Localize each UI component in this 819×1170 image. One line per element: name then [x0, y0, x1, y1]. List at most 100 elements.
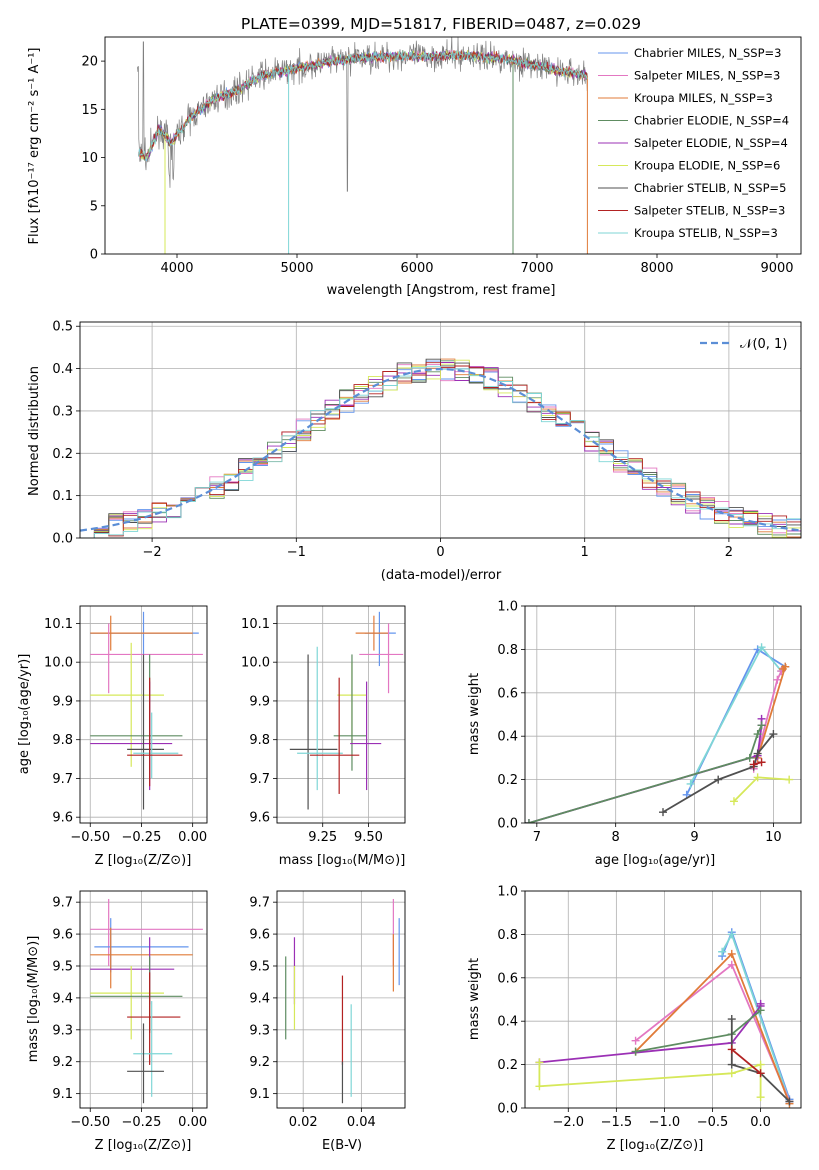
- mass-weight-marker: [757, 643, 766, 652]
- x-tick-label: −0.25: [122, 830, 162, 845]
- error-bar-point: [289, 654, 338, 810]
- age-vs-z-ylabel: age [log₁₀(age/yr)]: [17, 654, 32, 775]
- y-tick-label: 0.2: [497, 1058, 518, 1073]
- age-vs-mass-panel: mass [log₁₀(M/M⊙)] 9.25 9.50 9.6 9.7 9.8 9.9 1…: [241, 605, 406, 868]
- mass-vs-z-ylabel: mass [log₁₀(M/M⊙)]: [26, 936, 41, 1063]
- mass-weight-marker: [718, 947, 727, 956]
- massweight_vs_age-plot-area: [525, 606, 801, 823]
- massweight-vs-age-xlabel: age [log₁₀(age/yr)]: [595, 853, 716, 868]
- y-tick-label: 15: [81, 103, 98, 118]
- y-tick-label: 0.2: [52, 447, 73, 462]
- x-tick-label: 0.00: [178, 830, 207, 845]
- mass-vs-ebv-panel: E(B-V) 0.02 0.04 9.1 9.2 9.3 9.4 9.5 9.6 9.7: [249, 890, 406, 1153]
- mass-vs-ebv-xlabel: E(B-V): [322, 1138, 362, 1153]
- mass-weight-marker: [714, 775, 723, 784]
- y-tick-label: 9.9: [249, 694, 270, 709]
- x-tick-label: −0.5: [697, 1115, 729, 1130]
- legend-entry: 𝒩(0, 1): [740, 337, 787, 352]
- error-bar-point: [350, 681, 382, 791]
- mass-weight-marker: [729, 797, 738, 806]
- mass-weight-line: [662, 733, 775, 813]
- x-tick-label: −0.25: [122, 1115, 162, 1130]
- mass-weight-marker: [535, 1058, 544, 1067]
- error-bar-point: [90, 965, 164, 1040]
- y-tick-label: 0.0: [497, 1102, 518, 1117]
- legend-entry: Chabrier STELIB, N_SSP=5: [634, 181, 786, 195]
- mass-weight-marker: [686, 779, 695, 788]
- mass-weight-line: [528, 718, 763, 823]
- y-tick-label: 9.8: [249, 733, 270, 748]
- x-tick-label: 7000: [520, 261, 553, 276]
- y-tick-label: 0: [90, 248, 98, 263]
- y-tick-label: 10.1: [44, 617, 73, 632]
- mass-weight-marker: [756, 1069, 765, 1078]
- massweight-vs-z-ylabel: mass weight: [467, 958, 482, 1040]
- age-vs-mass-xlabel: mass [log₁₀(M/M⊙)]: [279, 853, 406, 868]
- age_vs_Z-plot-area: [80, 606, 207, 823]
- axes-frame: [79, 605, 208, 824]
- massweight_vs_Z-plot-area: [525, 891, 801, 1108]
- y-tick-label: 9.2: [249, 1055, 270, 1070]
- residual-xlabel: (data-model)/error: [381, 568, 502, 583]
- x-tick-label: −2: [143, 545, 162, 560]
- y-tick-label: 0.8: [497, 928, 518, 943]
- error-bar-point: [90, 956, 183, 1034]
- mass-weight-marker: [757, 758, 766, 767]
- y-tick-label: 0.0: [497, 817, 518, 832]
- residual-ylabel: Normed distribution: [27, 366, 42, 496]
- mass-vs-z-xlabel: Z [log₁₀(Z/Z⊙)]: [95, 1138, 192, 1153]
- mass-weight-marker: [727, 1069, 736, 1078]
- mass-weight-marker: [756, 1093, 765, 1102]
- error-bar-point: [90, 898, 203, 966]
- mass-weight-marker: [785, 775, 794, 784]
- x-tick-label: 0.02: [289, 1115, 318, 1130]
- age-vs-z-panel: Z [log₁₀(Z/Z⊙)] age [log₁₀(age/yr)] −0.5…: [17, 605, 208, 868]
- x-tick-label: 0.00: [178, 1115, 207, 1130]
- x-tick-label: 10: [765, 830, 782, 845]
- x-tick-label: 1: [581, 545, 589, 560]
- axes-frame: [104, 36, 802, 255]
- massweight-vs-age-ylabel: mass weight: [467, 673, 482, 755]
- error-bar-point: [297, 646, 343, 791]
- x-tick-label: 6000: [400, 261, 433, 276]
- mass-weight-marker: [753, 773, 762, 782]
- axes-frame: [524, 890, 802, 1109]
- x-tick-label: 9.50: [354, 830, 383, 845]
- mass-weight-marker: [727, 949, 736, 958]
- mass-vs-z-panel: Z [log₁₀(Z/Z⊙)] mass [log₁₀(M/M⊙)] −0.50…: [26, 890, 208, 1153]
- spectrum-ylabel: Flux [fλ10⁻¹⁷ erg cm⁻² s⁻¹ A⁻¹]: [27, 48, 42, 245]
- error-bar-point: [127, 1023, 164, 1104]
- y-tick-label: 0.6: [497, 971, 518, 986]
- legend-entry: Chabrier ELODIE, N_SSP=4: [634, 114, 789, 128]
- error-bar-point: [364, 611, 396, 667]
- y-tick-label: 9.1: [249, 1087, 270, 1102]
- y-tick-label: 9.6: [52, 928, 73, 943]
- x-tick-label: −1.0: [649, 1115, 681, 1130]
- residual-panel: (data-model)/error Normed distribution −…: [27, 320, 802, 583]
- y-tick-label: 0.5: [52, 320, 73, 335]
- legend-entry: Kroupa STELIB, N_SSP=3: [634, 226, 778, 240]
- y-tick-label: 9.6: [249, 928, 270, 943]
- y-tick-label: 0.2: [497, 773, 518, 788]
- y-tick-label: 10.0: [44, 656, 73, 671]
- x-tick-label: 9.25: [308, 830, 337, 845]
- y-tick-label: 0.8: [497, 643, 518, 658]
- y-tick-label: 9.2: [52, 1055, 73, 1070]
- y-tick-label: 10.0: [241, 656, 270, 671]
- mass-weight-line: [528, 725, 763, 823]
- y-tick-label: 9.7: [52, 896, 73, 911]
- y-tick-label: 0.0: [52, 532, 73, 547]
- legend-entry: Chabrier MILES, N_SSP=3: [634, 46, 781, 60]
- y-tick-label: 10.1: [241, 617, 270, 632]
- y-tick-label: 1.0: [497, 885, 518, 900]
- mass-weight-marker: [773, 675, 782, 684]
- error-bar-point: [355, 615, 389, 651]
- mass-weight-marker: [659, 808, 667, 817]
- y-tick-label: 0.4: [497, 1015, 518, 1030]
- y-tick-label: 9.7: [52, 772, 73, 787]
- x-tick-label: 9: [690, 830, 698, 845]
- mass_vs_EBV-plot-area: [277, 891, 405, 1108]
- y-tick-label: 5: [90, 199, 98, 214]
- residuals-plot-area: [80, 322, 801, 538]
- y-tick-label: 9.7: [249, 772, 270, 787]
